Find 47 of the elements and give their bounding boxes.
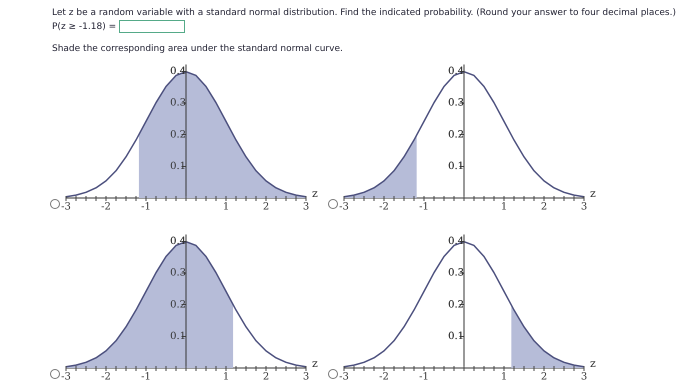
y-tick-label: 0.2 <box>448 299 464 310</box>
x-tick-label: -1 <box>141 372 151 383</box>
x-tick-label: -3 <box>339 202 349 213</box>
y-tick-label: 0.1 <box>170 330 186 342</box>
y-tick-label: 0.4 <box>170 66 186 77</box>
x-axis-title: z <box>312 186 318 200</box>
x-tick-label: 2 <box>262 372 270 383</box>
y-tick-label: 0.1 <box>448 160 464 172</box>
x-tick-label: 1 <box>500 372 508 383</box>
x-axis-title: z <box>312 356 318 370</box>
y-tick-label: 0.4 <box>448 236 464 247</box>
x-tick-label: 3 <box>302 202 310 213</box>
x-tick-label: -3 <box>339 372 349 383</box>
y-tick-label: 0.2 <box>170 129 186 140</box>
y-tick-label: 0.1 <box>170 160 186 172</box>
x-tick-label: -3 <box>61 372 71 383</box>
x-tick-label: -3 <box>61 202 71 213</box>
x-tick-label: 3 <box>580 202 588 213</box>
x-axis-title: z <box>590 356 596 370</box>
x-tick-label: -2 <box>379 372 389 383</box>
x-tick-label: -2 <box>101 372 111 383</box>
x-tick-label: -2 <box>379 202 389 213</box>
y-tick-label: 0.3 <box>170 98 186 109</box>
text: P(z ≥ -1.18) = <box>52 22 116 32</box>
x-tick-label: 2 <box>262 202 270 213</box>
x-tick-label: -1 <box>419 372 429 383</box>
x-tick-label: 1 <box>500 202 508 213</box>
y-tick-label: 0.4 <box>448 66 464 77</box>
x-tick-label: 1 <box>222 202 230 213</box>
y-tick-label: 0.2 <box>448 129 464 140</box>
x-tick-label: 3 <box>302 372 310 383</box>
y-tick-label: 0.1 <box>448 330 464 342</box>
x-tick-label: -2 <box>101 202 111 213</box>
y-tick-label: 0.3 <box>448 268 464 279</box>
x-tick-label: 3 <box>580 372 588 383</box>
y-tick-label: 0.2 <box>170 299 186 310</box>
y-tick-label: 0.3 <box>448 98 464 109</box>
x-tick-label: 2 <box>540 372 548 383</box>
text: Let z be a random variable with a standard normal distribution. Find the indicated probability. (Round your answer to four decimal places.) <box>52 8 677 18</box>
text: Shade the corresponding area under the standard normal curve. <box>52 44 343 54</box>
x-tick-label: -1 <box>419 202 429 213</box>
x-axis-title: z <box>590 186 596 200</box>
x-tick-label: 2 <box>540 202 548 213</box>
x-tick-label: -1 <box>141 202 151 213</box>
y-tick-label: 0.3 <box>170 268 186 279</box>
y-tick-label: 0.4 <box>170 236 186 247</box>
x-tick-label: 1 <box>222 372 230 383</box>
